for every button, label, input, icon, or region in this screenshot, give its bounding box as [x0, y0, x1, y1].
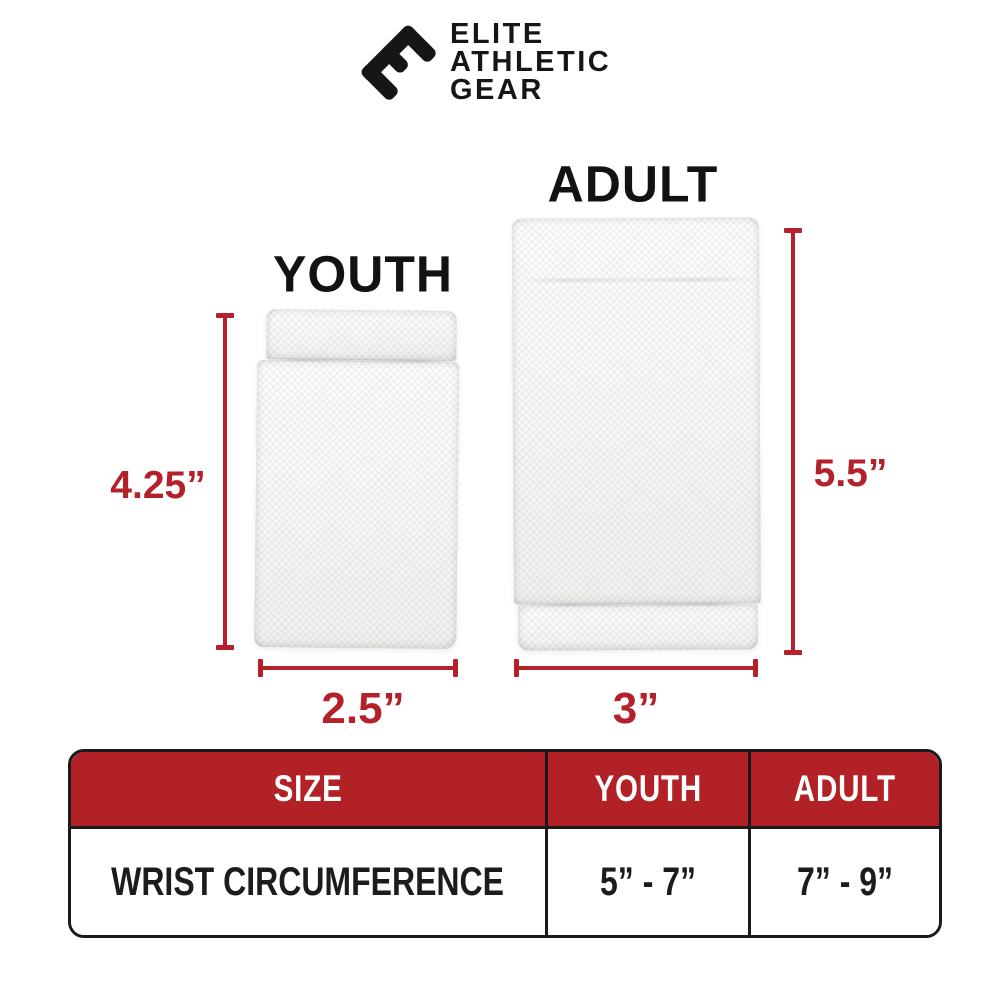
header-youth-label: YOUTH [594, 768, 702, 809]
header-size-label: SIZE [273, 768, 343, 809]
adult-range-value: 7” - 9” [796, 859, 894, 904]
youth-title: YOUTH [273, 245, 453, 303]
brand-line-1: ELITE [450, 18, 545, 50]
youth-wristband-image [254, 309, 462, 650]
youth-width-label: 2.5” [321, 684, 405, 733]
size-table: SIZE YOUTH ADULT WRIST CIRCUMFERENCE 5” … [68, 749, 942, 938]
youth-wristband-body [254, 359, 460, 650]
adult-wristband-body [511, 217, 761, 605]
adult-wristband-image [511, 217, 761, 651]
brand-line-3: GEAR [450, 74, 544, 106]
youth-wristband-cuff [266, 309, 457, 362]
size-table-header-adult: ADULT [748, 752, 939, 826]
brand-wordmark: ELITE ATHLETIC GEAR [450, 18, 612, 106]
youth-height-label: 4.25” [110, 464, 206, 507]
elite-e-icon [361, 25, 436, 100]
youth-range-cell: 5” - 7” [544, 829, 748, 935]
youth-height-dimension-line [216, 313, 234, 650]
size-table-header-size: SIZE [71, 752, 545, 826]
adult-wristband-cuff [517, 604, 759, 651]
adult-title: ADULT [547, 155, 719, 213]
adult-width-dimension-line [514, 659, 758, 677]
adult-height-label: 5.5” [813, 452, 888, 495]
size-table-data-row: WRIST CIRCUMFERENCE 5” - 7” 7” - 9” [71, 829, 939, 935]
header-adult-label: ADULT [793, 768, 897, 809]
adult-height-dimension-line [784, 228, 802, 655]
size-table-header-youth: YOUTH [544, 752, 748, 826]
brand-logo: ELITE ATHLETIC GEAR [350, 14, 611, 110]
adult-width-label: 3” [612, 684, 660, 733]
youth-width-dimension-line [258, 659, 458, 677]
brand-line-2: ATHLETIC [450, 46, 612, 78]
size-table-header-row: SIZE YOUTH ADULT [71, 752, 939, 829]
wrist-circumference-cell: WRIST CIRCUMFERENCE [71, 829, 545, 935]
wrist-circumference-label: WRIST CIRCUMFERENCE [111, 859, 505, 904]
adult-range-cell: 7” - 9” [748, 829, 939, 935]
youth-range-value: 5” - 7” [599, 859, 696, 904]
